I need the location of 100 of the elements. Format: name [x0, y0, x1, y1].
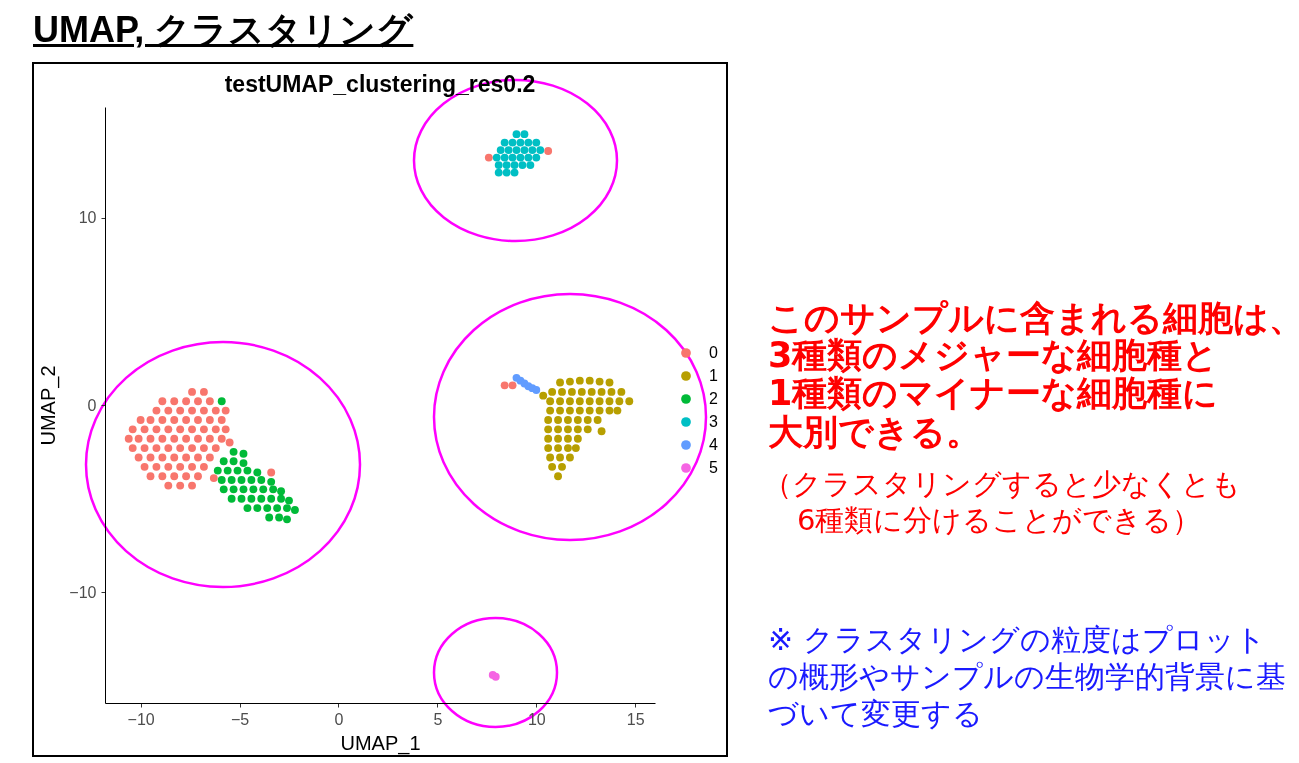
- point: [227, 494, 236, 503]
- point: [556, 453, 564, 462]
- point: [492, 153, 501, 162]
- point: [607, 387, 616, 396]
- point: [229, 447, 238, 456]
- point: [500, 138, 509, 147]
- point: [548, 387, 557, 396]
- text: 6種類に分けることができる）: [797, 502, 1202, 538]
- point: [233, 466, 242, 475]
- text: づいて変更する: [768, 696, 983, 732]
- point: [585, 406, 594, 415]
- point: [219, 457, 228, 466]
- point: [229, 485, 238, 494]
- point: [544, 434, 553, 443]
- point: [617, 387, 626, 396]
- x-tick-label: 15: [626, 710, 645, 728]
- point: [285, 496, 293, 505]
- point: [269, 485, 278, 494]
- point: [556, 378, 564, 387]
- point: [573, 416, 582, 424]
- point: [494, 168, 503, 177]
- point: [524, 138, 533, 147]
- text: の概形やサンプルの生物学的背景に基: [768, 659, 1286, 695]
- point: [577, 387, 586, 396]
- x-tick-label: −5: [230, 710, 250, 728]
- point: [532, 153, 541, 162]
- point: [265, 513, 274, 522]
- point: [516, 153, 525, 162]
- point: [605, 397, 614, 406]
- point: [565, 377, 574, 386]
- text: （クラスタリングすると少なくとも: [763, 466, 1241, 502]
- point: [504, 146, 513, 155]
- point: [277, 494, 286, 503]
- point: [593, 416, 602, 424]
- point: [267, 477, 276, 486]
- point: [554, 444, 562, 453]
- point: [223, 466, 232, 475]
- point: [556, 406, 564, 415]
- point: [564, 434, 572, 443]
- point: [249, 485, 258, 494]
- point: [273, 504, 282, 513]
- legend-label: 5: [709, 459, 718, 476]
- point: [567, 387, 576, 396]
- x-tick-label: 0: [334, 710, 344, 728]
- point: [564, 416, 572, 424]
- point: [247, 476, 256, 484]
- point: [275, 513, 284, 522]
- point: [544, 425, 553, 434]
- point: [502, 168, 511, 177]
- point: [558, 387, 566, 396]
- point: [546, 453, 555, 462]
- point: [243, 504, 252, 513]
- point: [532, 138, 541, 147]
- point: [239, 449, 248, 458]
- point: [237, 476, 246, 484]
- point: [536, 146, 545, 155]
- x-axis-title: UMAP_1: [340, 731, 421, 755]
- y-tick-label: 10: [78, 209, 97, 227]
- point: [528, 146, 537, 155]
- point: [575, 397, 584, 406]
- text: ※ クラスタリングの粒度はプロット: [768, 622, 1266, 658]
- point: [512, 130, 521, 139]
- point: [571, 444, 580, 453]
- point: [257, 476, 266, 484]
- point: [283, 515, 291, 524]
- point: [253, 468, 262, 477]
- point: [253, 504, 262, 513]
- legend-label: 3: [709, 413, 718, 430]
- point: [219, 485, 228, 494]
- point: [554, 416, 562, 424]
- point: [573, 425, 582, 434]
- point: [520, 146, 529, 155]
- point: [575, 376, 584, 385]
- point: [564, 444, 572, 453]
- y-tick-label: 0: [87, 396, 97, 414]
- point: [605, 378, 614, 387]
- legend-label: 1: [709, 367, 718, 384]
- point: [605, 406, 614, 415]
- point: [512, 146, 521, 155]
- legend-label: 4: [709, 436, 718, 453]
- point: [554, 425, 562, 434]
- point: [267, 494, 276, 503]
- point: [247, 494, 256, 503]
- text: このサンプルに含まれる細胞は、: [768, 297, 1299, 338]
- point: [283, 504, 291, 513]
- point: [510, 168, 519, 177]
- point: [239, 459, 248, 468]
- point: [585, 376, 594, 385]
- point: [290, 506, 299, 514]
- point: [573, 434, 582, 443]
- point: [277, 487, 286, 496]
- point: [237, 494, 246, 503]
- point: [518, 161, 527, 170]
- point: [502, 161, 511, 170]
- point: [583, 425, 592, 434]
- point: [565, 453, 574, 462]
- point: [532, 386, 541, 394]
- text: 3種類のメジャーな細胞種と: [768, 335, 1219, 375]
- point: [597, 427, 606, 436]
- point: [575, 406, 584, 415]
